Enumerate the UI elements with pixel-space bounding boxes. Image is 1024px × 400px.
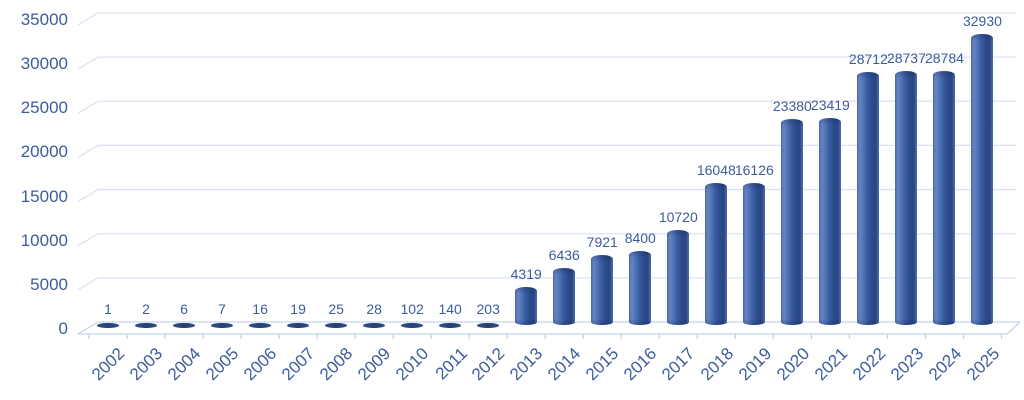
floor-left-edge: [77, 321, 99, 335]
y-axis-tick-label: 25000: [20, 98, 68, 118]
x-axis-tick-label: 2008: [316, 344, 357, 385]
x-axis-tick-label: 2006: [240, 344, 281, 385]
y-axis-tick-label: 10000: [20, 230, 68, 250]
chart-bar-2016: [629, 250, 652, 325]
x-axis-tick-label: 2021: [810, 344, 851, 385]
gridline: [77, 56, 1016, 70]
x-axis-tick-label: 2011: [431, 344, 471, 384]
chart-bar-2025: [971, 34, 994, 325]
gridline: [77, 144, 1016, 158]
chart-bar-2020: [781, 118, 804, 325]
x-axis-tick-label: 2014: [544, 344, 585, 385]
x-axis-tick-label: 2004: [164, 344, 205, 385]
bar-value-label: 28712: [848, 50, 888, 67]
y-axis-tick-label: 15000: [20, 186, 68, 206]
chart-bar-2017: [667, 230, 690, 325]
bar-value-label: 23419: [810, 97, 850, 114]
y-axis-tick-label: 35000: [20, 10, 68, 29]
chart-bar-2003: [135, 322, 158, 328]
bar-value-label: 28737: [886, 50, 926, 67]
y-axis-tick-label: 30000: [20, 54, 68, 74]
x-axis-tick-label: 2018: [696, 344, 737, 385]
x-axis-tick-label: 2009: [354, 344, 395, 385]
bar-value-label: 1: [104, 301, 112, 317]
x-axis-tick-label: 2013: [506, 344, 547, 385]
bar-value-label: 10720: [658, 209, 698, 226]
x-axis-tick-label: 2010: [392, 344, 433, 385]
bar-value-label: 25: [328, 301, 344, 317]
chart-bar-2022: [857, 71, 880, 325]
chart-bar-2004: [173, 322, 196, 328]
x-axis-tick-label: 2024: [924, 344, 965, 385]
bar-value-label: 102: [400, 301, 424, 317]
bar-value-label: 28784: [924, 49, 964, 66]
chart-bar-2018: [705, 183, 728, 325]
x-axis-tick-label: 2019: [734, 344, 775, 385]
y-axis-tick-label: 0: [58, 319, 68, 338]
gridline: [77, 12, 1016, 26]
chart-bar-2023: [895, 71, 918, 325]
chart-bar-2007: [287, 322, 310, 328]
chart-bar-2010: [401, 322, 424, 328]
bar-value-label: 23380: [772, 97, 812, 114]
chart-bar-2024: [933, 70, 956, 325]
chart-bar-2009: [363, 322, 386, 328]
chart-bar-2006: [249, 322, 272, 328]
bar-value-label: 8400: [624, 229, 656, 246]
x-axis-tick-label: 2002: [88, 344, 129, 385]
x-axis-tick-label: 2023: [886, 344, 927, 385]
bar-value-label: 140: [438, 301, 462, 317]
bar-value-label: 7: [218, 301, 226, 317]
floor-right-edge: [1006, 321, 1021, 335]
bar-value-label: 16126: [734, 161, 774, 178]
chart-bar-2012: [477, 322, 500, 328]
y-axis-tick-label: 5000: [30, 274, 68, 294]
chart-bar-2008: [325, 322, 348, 328]
chart-bar-2013: [515, 286, 538, 325]
bar-value-label: 203: [476, 301, 500, 317]
chart-bar-2002: [97, 322, 119, 328]
chart-bar-2005: [211, 322, 234, 328]
bar-value-label: 4319: [510, 265, 542, 282]
chart-bar-2021: [819, 118, 842, 325]
x-axis-tick-label: 2022: [848, 344, 889, 385]
x-axis-tick-label: 2003: [126, 344, 167, 385]
x-axis-tick-label: 2025: [962, 344, 1003, 385]
bar-value-label: 32930: [962, 13, 1002, 30]
x-axis-tick-label: 2005: [202, 344, 243, 385]
bar-value-label: 6436: [548, 247, 580, 264]
chart-bar-2019: [743, 182, 766, 325]
x-axis-tick-label: 2017: [658, 344, 699, 385]
bar-value-label: 2: [142, 301, 150, 317]
x-axis-tick-label: 2012: [468, 344, 509, 385]
chart-bar-2014: [553, 268, 576, 325]
bar-value-label: 6: [180, 301, 188, 317]
bar-value-label: 28: [366, 301, 382, 317]
chart-bar-2011: [439, 322, 462, 328]
x-axis-tick-label: 2007: [278, 344, 319, 385]
chart-bar-2015: [591, 255, 614, 325]
gridline: [77, 100, 1016, 114]
bar-value-label: 16048: [696, 162, 736, 179]
bar-value-label: 16: [252, 301, 268, 317]
bar-value-label: 7921: [586, 234, 618, 251]
bar-value-label: 19: [290, 301, 306, 317]
y-axis-tick-label: 20000: [20, 142, 68, 162]
x-axis-tick-label: 2015: [582, 344, 623, 385]
x-axis-tick-label: 2020: [772, 344, 813, 385]
x-axis-tick-label: 2016: [620, 344, 661, 385]
